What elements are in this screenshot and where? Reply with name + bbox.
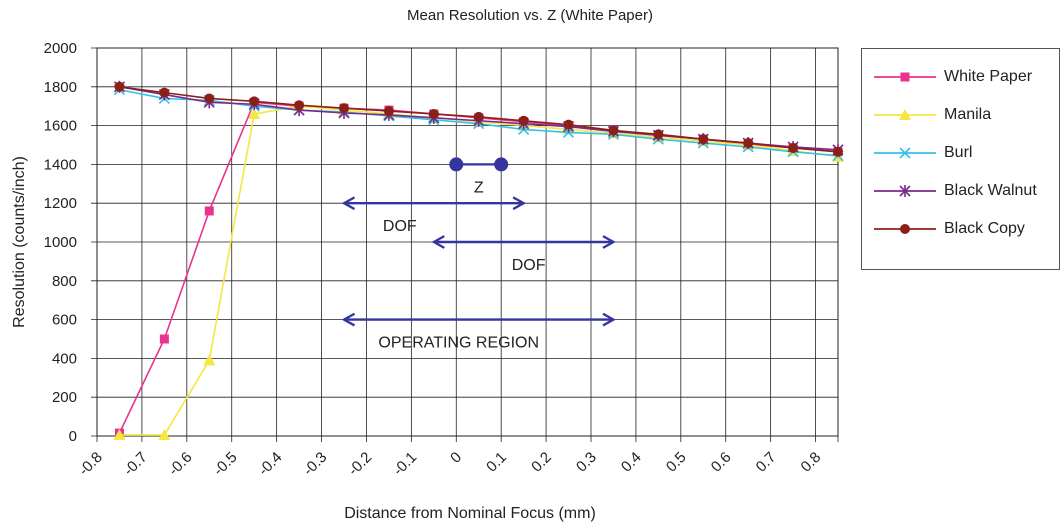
legend-swatch-manila bbox=[874, 109, 936, 120]
data-point-black-copy bbox=[159, 87, 170, 98]
x-tick-label: 0.3 bbox=[573, 449, 600, 476]
x-tick-label: 0.5 bbox=[663, 449, 690, 476]
legend-marker-black-copy bbox=[900, 224, 910, 234]
y-tick-label: 200 bbox=[52, 389, 77, 406]
data-point-black-copy bbox=[473, 111, 484, 122]
legend-marker-burl bbox=[899, 147, 911, 159]
legend-item-burl: Burl bbox=[862, 141, 1061, 165]
x-tick-label: -0.1 bbox=[390, 449, 420, 479]
data-point-black-copy bbox=[114, 81, 125, 92]
x-axis-label: Distance from Nominal Focus (mm) bbox=[344, 505, 596, 522]
chart-title: Mean Resolution vs. Z (White Paper) bbox=[407, 7, 653, 24]
chart-legend: White Paper Manila Burl Black Walnut Black C… bbox=[861, 48, 1060, 270]
data-point-white-paper bbox=[159, 334, 169, 344]
data-point-black-copy bbox=[743, 138, 754, 149]
series-black-copy bbox=[114, 81, 843, 157]
data-point-black-copy bbox=[563, 119, 574, 130]
data-point-white-paper bbox=[204, 206, 214, 216]
data-point-black-copy bbox=[204, 93, 215, 104]
x-tick-label: 0.4 bbox=[618, 449, 645, 476]
data-point-manila bbox=[248, 107, 261, 119]
x-tick-label: -0.2 bbox=[345, 449, 375, 479]
legend-label: Burl bbox=[944, 144, 973, 161]
legend-swatch-white-paper bbox=[874, 72, 936, 82]
data-point-black-copy bbox=[788, 142, 799, 153]
y-tick-label: 1400 bbox=[44, 156, 77, 173]
legend-swatch-black-walnut bbox=[874, 185, 936, 197]
data-point-black-copy bbox=[653, 129, 664, 140]
y-tick-label: 1200 bbox=[44, 195, 77, 212]
legend-label: White Paper bbox=[944, 68, 1033, 85]
y-tick-label: 400 bbox=[52, 350, 77, 367]
y-tick-label: 2000 bbox=[44, 40, 77, 57]
legend-item-white-paper: White Paper bbox=[862, 65, 1061, 89]
data-point-black-copy bbox=[339, 103, 349, 114]
legend-marker-white-paper bbox=[900, 72, 910, 82]
operating-region-label: OPERATING REGION bbox=[378, 335, 539, 352]
x-tick-label: 0.2 bbox=[528, 449, 555, 476]
data-point-black-copy bbox=[518, 115, 529, 126]
data-point-manila bbox=[203, 354, 216, 366]
y-tick-label: 1000 bbox=[44, 234, 77, 251]
x-tick-label: -0.5 bbox=[210, 449, 240, 479]
data-point-black-copy bbox=[698, 134, 709, 145]
data-point-black-copy bbox=[249, 96, 260, 107]
legend-label: Black Walnut bbox=[944, 182, 1037, 199]
z-label: Z bbox=[474, 179, 484, 196]
x-tick-label: -0.8 bbox=[76, 449, 106, 479]
legend-marker-black-walnut bbox=[899, 185, 911, 197]
legend-item-black-walnut: Black Walnut bbox=[862, 179, 1061, 203]
legend-swatch-black-copy bbox=[874, 224, 936, 234]
x-tick-label: 0.6 bbox=[708, 449, 735, 476]
x-tick-label: 0 bbox=[447, 449, 465, 467]
data-point-manila bbox=[113, 429, 126, 441]
data-point-black-copy bbox=[833, 146, 843, 157]
z-end-dot bbox=[449, 157, 464, 172]
data-point-manila bbox=[158, 429, 171, 441]
annotation-dumbbell bbox=[449, 157, 509, 172]
data-point-black-copy bbox=[608, 125, 619, 136]
legend-label: Black Copy bbox=[944, 220, 1025, 237]
x-tick-label: -0.3 bbox=[300, 449, 330, 479]
x-tick-label: 0.7 bbox=[753, 449, 780, 476]
y-tick-label: 0 bbox=[69, 428, 77, 445]
x-tick-label: -0.4 bbox=[255, 449, 285, 479]
legend-item-manila: Manila bbox=[862, 103, 1061, 127]
x-tick-label: -0.7 bbox=[120, 449, 150, 479]
y-axis-label: Resolution (counts/inch) bbox=[11, 156, 28, 328]
x-tick-label: -0.6 bbox=[165, 449, 195, 479]
dof-label: DOF bbox=[383, 218, 417, 235]
data-point-black-copy bbox=[428, 108, 439, 119]
z-end-dot bbox=[494, 157, 509, 172]
data-point-black-copy bbox=[294, 100, 305, 111]
legend-marker-manila bbox=[899, 109, 911, 120]
data-point-black-copy bbox=[383, 106, 394, 117]
x-tick-label: 0.1 bbox=[483, 449, 510, 476]
y-tick-label: 600 bbox=[52, 312, 77, 329]
legend-swatch-burl bbox=[874, 147, 936, 159]
legend-item-black-copy: Black Copy bbox=[862, 217, 1061, 241]
dof-label: DOF bbox=[512, 257, 546, 274]
y-tick-label: 800 bbox=[52, 273, 77, 290]
y-tick-label: 1800 bbox=[44, 79, 77, 96]
y-tick-label: 1600 bbox=[44, 118, 77, 135]
x-tick-label: 0.8 bbox=[798, 449, 825, 476]
legend-label: Manila bbox=[944, 106, 992, 123]
